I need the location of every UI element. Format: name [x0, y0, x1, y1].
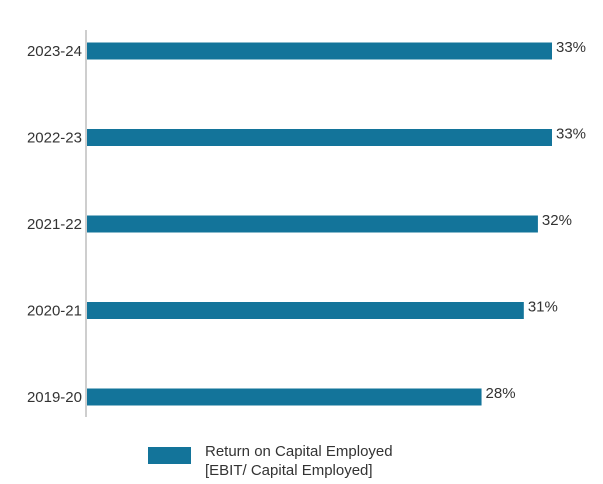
- data-label: 33%: [556, 39, 586, 56]
- category-label: 2022-23: [27, 130, 82, 147]
- data-label: 31%: [528, 299, 558, 316]
- data-label: 32%: [542, 212, 572, 229]
- category-label: 2020-21: [27, 303, 82, 320]
- category-label: 2021-22: [27, 216, 82, 233]
- bar: [87, 129, 552, 146]
- legend-label-line-2: [EBIT/ Capital Employed]: [205, 462, 373, 479]
- category-label: 2023-24: [27, 43, 82, 60]
- category-label: 2019-20: [27, 389, 82, 406]
- bar: [87, 388, 482, 406]
- legend: Return on Capital Employed [EBIT/ Capita…: [148, 442, 393, 480]
- bar: [87, 302, 524, 319]
- legend-label: Return on Capital Employed [EBIT/ Capita…: [205, 442, 393, 480]
- bar-chart: 2023-24 33% 2022-23 33% 2021-22 32% 2020-21 31%…: [27, 30, 586, 417]
- legend-label-line-1: Return on Capital Employed: [205, 443, 393, 460]
- bar: [87, 215, 538, 233]
- bar: [87, 42, 552, 60]
- data-label: 33%: [556, 126, 586, 143]
- data-label: 28%: [486, 385, 516, 402]
- legend-swatch: [148, 447, 191, 464]
